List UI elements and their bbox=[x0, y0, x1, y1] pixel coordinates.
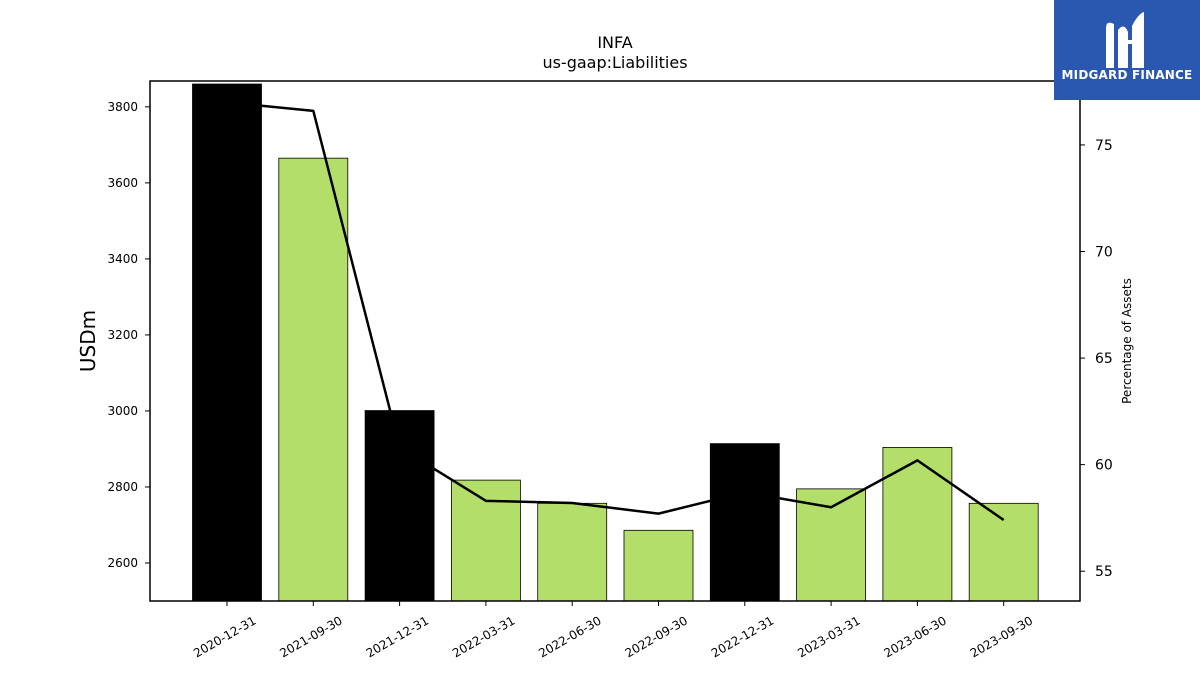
bar-2023-09-30 bbox=[968, 502, 1039, 602]
y-axis-right: 55 60 65 70 75 bbox=[1080, 138, 1113, 580]
y-tick-label-right: 70 bbox=[1095, 244, 1113, 260]
y-tick-label-left: 3400 bbox=[107, 252, 138, 266]
percentage-line bbox=[226, 101, 1005, 522]
x-tick-label: 2023-06-30 bbox=[881, 613, 948, 660]
chart-title: INFA bbox=[597, 33, 632, 52]
x-axis: 2020-12-31 2021-09-30 2021-12-31 2022-03-31… bbox=[191, 601, 1035, 660]
line-group bbox=[226, 101, 1005, 522]
y-tick-label-left: 2600 bbox=[107, 556, 138, 570]
bar-2020-12-31 bbox=[192, 83, 262, 602]
x-tick-label: 2022-09-30 bbox=[623, 613, 690, 660]
x-tick-label: 2021-09-30 bbox=[277, 613, 344, 660]
y-tick-label-right: 65 bbox=[1095, 351, 1113, 367]
y-axis-label-right: Percentage of Assets bbox=[1120, 278, 1134, 404]
x-tick-label: 2022-03-31 bbox=[450, 613, 517, 660]
x-tick-label: 2020-12-31 bbox=[191, 613, 258, 660]
y-tick-label-right: 55 bbox=[1095, 564, 1113, 580]
x-tick-label: 2022-06-30 bbox=[536, 613, 603, 660]
bar-2021-12-31 bbox=[364, 410, 435, 602]
x-tick-label: 2021-12-31 bbox=[364, 613, 431, 660]
y-tick-label-right: 75 bbox=[1095, 138, 1113, 154]
y-tick-label-right: 60 bbox=[1095, 458, 1113, 474]
plot-frame bbox=[149, 80, 1081, 602]
x-tick-label: 2023-03-31 bbox=[795, 613, 862, 660]
bar-2021-09-30 bbox=[278, 157, 349, 602]
y-tick-label-left: 3600 bbox=[107, 176, 138, 190]
logo-text: MIDGARD FINANCE bbox=[1061, 68, 1193, 82]
bar-2022-06-30 bbox=[537, 502, 608, 602]
midgard-finance-logo: MIDGARD FINANCE bbox=[1054, 0, 1200, 100]
bar-2022-09-30 bbox=[623, 529, 694, 602]
bar-2023-03-31 bbox=[796, 488, 866, 602]
y-tick-label-left: 2800 bbox=[107, 480, 138, 494]
bar-2022-12-31 bbox=[709, 443, 780, 602]
y-axis-label-left: USDm bbox=[76, 310, 100, 372]
chart-subtitle: us-gaap:Liabilities bbox=[542, 53, 687, 72]
mf-monogram-icon bbox=[1106, 12, 1144, 69]
x-tick-label: 2023-09-30 bbox=[968, 613, 1035, 660]
y-tick-label-left: 3800 bbox=[107, 100, 138, 114]
y-axis-left: 2600 2800 3000 3200 3400 3600 3800 bbox=[107, 100, 150, 570]
x-tick-label: 2022-12-31 bbox=[709, 613, 776, 660]
y-tick-label-left: 3000 bbox=[107, 404, 138, 418]
bars-group bbox=[192, 83, 1039, 602]
bar-2023-06-30 bbox=[882, 447, 953, 602]
y-tick-label-left: 3200 bbox=[107, 328, 138, 342]
bar-2022-03-31 bbox=[450, 479, 521, 602]
